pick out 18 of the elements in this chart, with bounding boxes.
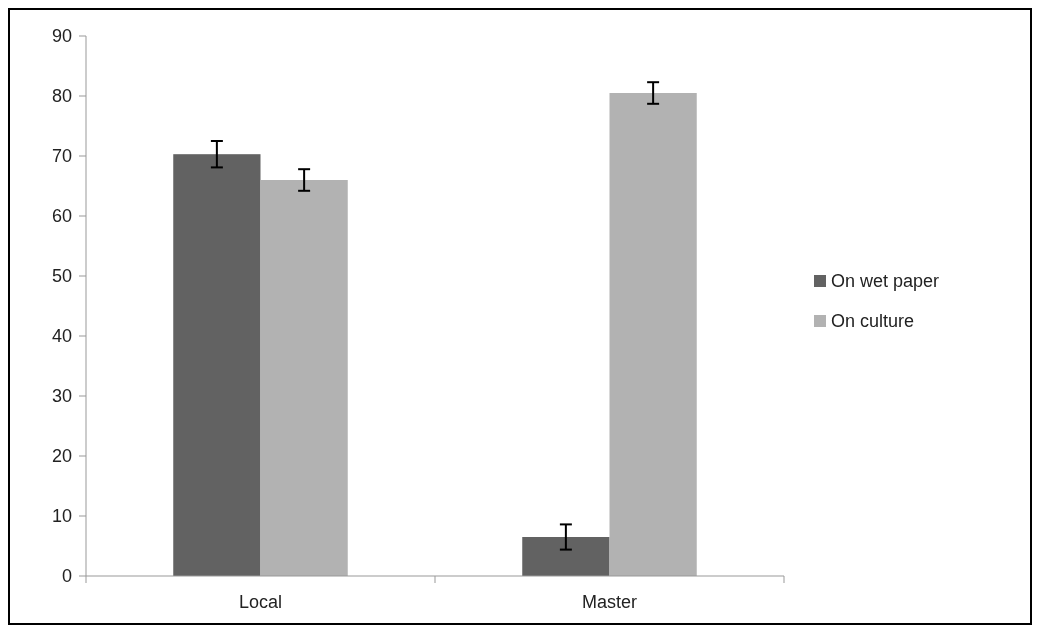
bar: [609, 93, 697, 576]
bar: [173, 154, 261, 576]
y-tick-label: 40: [51, 326, 72, 347]
y-tick-label: 20: [51, 446, 72, 467]
y-tick-label: 60: [51, 206, 72, 227]
y-tick-label: 50: [51, 266, 72, 287]
y-tick-label: 80: [51, 86, 72, 107]
legend-label: On wet paper: [831, 271, 940, 292]
x-tick-label: Local: [238, 592, 283, 612]
y-tick-label: 10: [51, 506, 72, 527]
y-tick-label: 70: [51, 146, 72, 167]
y-tick-label: 0: [61, 566, 72, 587]
bar: [522, 537, 610, 576]
bar: [260, 180, 348, 576]
y-tick-label: 30: [51, 386, 72, 407]
legend-label: On culture: [831, 311, 915, 332]
x-tick-label: Master: [581, 592, 638, 612]
y-tick-label: 90: [51, 26, 72, 47]
